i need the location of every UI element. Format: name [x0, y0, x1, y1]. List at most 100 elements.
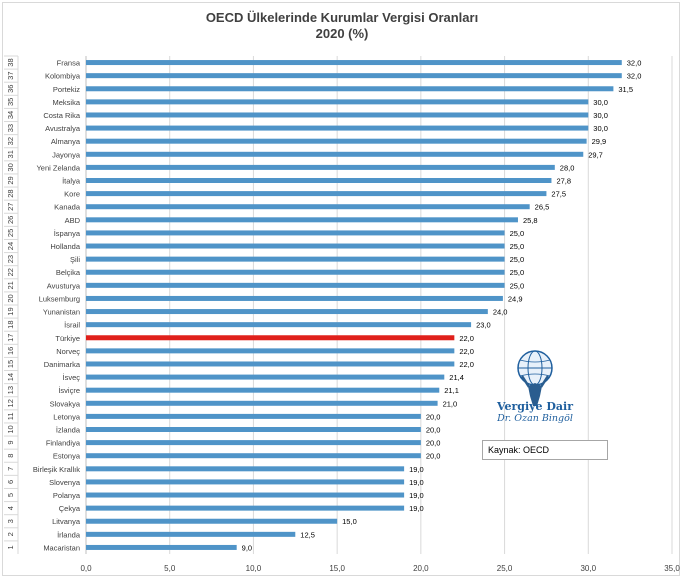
rank-label: 29: [6, 176, 15, 184]
watermark-title: Vergiye Dair: [496, 400, 574, 413]
value-label: 29,9: [592, 137, 607, 146]
bar: [86, 374, 445, 380]
rank-label: 32: [6, 137, 15, 145]
bar: [86, 217, 518, 223]
category-label: Şili: [70, 255, 80, 264]
rank-label: 4: [6, 506, 15, 510]
value-label: 19,0: [409, 491, 424, 500]
bar: [86, 73, 622, 79]
category-label: Hollanda: [50, 242, 80, 251]
bar: [86, 60, 622, 66]
value-label: 20,0: [426, 439, 441, 448]
grid-layer: [4, 55, 673, 554]
value-label: 20,0: [426, 426, 441, 435]
category-label: Jayonya: [52, 150, 81, 159]
category-label: Meksika: [52, 98, 80, 107]
rank-label: 5: [6, 493, 15, 497]
bar: [86, 138, 587, 144]
bar: [86, 151, 584, 157]
value-label: 28,0: [560, 163, 575, 172]
source-note: Kaynak: OECD: [482, 440, 608, 460]
category-label: Kanada: [54, 203, 81, 212]
rank-label: 28: [6, 189, 15, 197]
bar: [86, 518, 338, 524]
bar: [86, 230, 505, 236]
rank-label: 17: [6, 334, 15, 342]
bar: [86, 440, 421, 446]
category-label: Norveç: [56, 347, 80, 356]
value-label: 25,0: [510, 268, 525, 277]
bar: [86, 361, 455, 367]
value-label: 30,0: [593, 124, 608, 133]
bar: [86, 531, 296, 537]
value-label: 9,0: [242, 543, 252, 552]
watermark-author: Dr. Ozan Bingöl: [497, 413, 573, 424]
bar: [86, 125, 589, 131]
category-label: Avusturya: [47, 281, 81, 290]
value-label: 19,0: [409, 465, 424, 474]
category-label: Avustralya: [45, 124, 81, 133]
bar: [86, 544, 237, 550]
value-label: 32,0: [627, 59, 642, 68]
bar: [86, 191, 547, 197]
chart-title-block: OECD Ülkelerinde Kurumlar Vergisi Oranla…: [0, 10, 684, 42]
category-label: Yunanistan: [43, 308, 80, 317]
rank-label: 15: [6, 360, 15, 368]
bar: [86, 505, 405, 511]
bar: [86, 164, 555, 170]
category-label: Finlandiya: [46, 439, 81, 448]
rank-label: 31: [6, 150, 15, 158]
category-label: Letonya: [53, 412, 81, 421]
value-label: 25,8: [523, 216, 538, 225]
bar: [86, 282, 505, 288]
category-label: Türkiye: [55, 334, 80, 343]
category-label: Costa Rika: [43, 111, 81, 120]
value-label: 15,0: [342, 517, 357, 526]
category-label: İtalya: [62, 177, 81, 186]
value-label: 32,0: [627, 72, 642, 81]
rank-label: 12: [6, 399, 15, 407]
value-label: 22,0: [459, 360, 474, 369]
category-label: İrlanda: [57, 530, 81, 539]
value-label: 20,0: [426, 452, 441, 461]
bar: [86, 427, 421, 432]
value-label: 22,0: [459, 334, 474, 343]
value-label: 31,5: [618, 85, 633, 94]
bar: [86, 112, 589, 118]
bar: [86, 86, 614, 92]
category-label: Almanya: [51, 137, 81, 146]
category-label: İsveç: [62, 373, 80, 382]
value-label: 12,5: [300, 530, 315, 539]
bar: [86, 348, 455, 354]
category-label: İzlanda: [56, 426, 81, 435]
category-label: Danimarka: [44, 360, 81, 369]
value-label: 21,1: [444, 386, 459, 395]
value-label: 20,0: [426, 412, 441, 421]
rank-label: 3: [6, 519, 15, 523]
value-label: 21,4: [449, 373, 464, 382]
value-label: 23,0: [476, 321, 491, 330]
bar: [86, 387, 440, 393]
rank-label: 22: [6, 268, 15, 276]
rank-label: 38: [6, 58, 15, 66]
x-tick-label: 0,0: [80, 564, 92, 573]
rank-label: 13: [6, 386, 15, 394]
value-label: 25,0: [510, 281, 525, 290]
value-label: 29,7: [588, 150, 603, 159]
rank-label: 34: [6, 111, 15, 119]
bar: [86, 178, 552, 183]
category-label: ABD: [65, 216, 81, 225]
rank-label: 35: [6, 98, 15, 106]
x-tick-label: 35,0: [664, 564, 680, 573]
bar-layer: [86, 60, 622, 550]
rank-label: 16: [6, 347, 15, 355]
category-label: Luksemburg: [39, 294, 80, 303]
rank-label: 9: [6, 441, 15, 445]
category-label: Çekya: [59, 504, 81, 513]
value-label: 22,0: [459, 347, 474, 356]
rank-label: 27: [6, 203, 15, 211]
bar: [86, 99, 589, 105]
bar: [86, 479, 405, 485]
bar: [86, 400, 438, 406]
